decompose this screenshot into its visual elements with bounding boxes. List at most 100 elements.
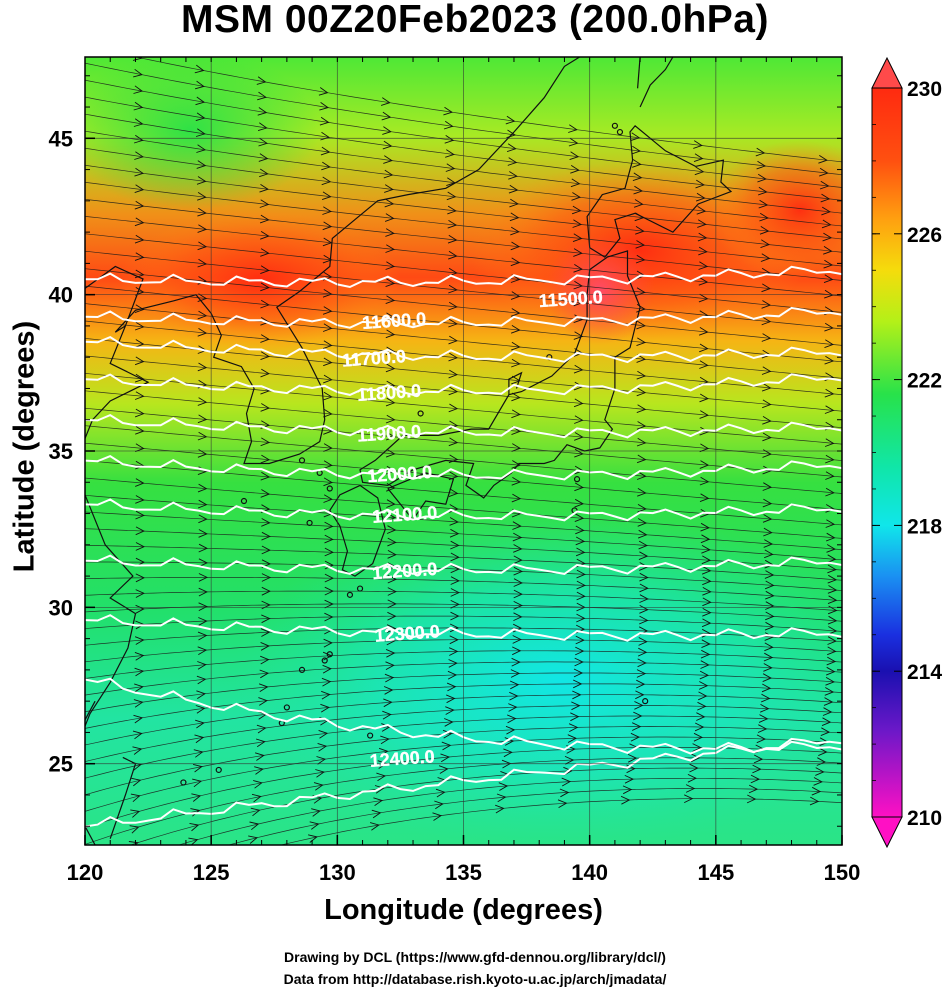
wind-arrow <box>134 304 145 314</box>
wind-arrow <box>570 178 581 188</box>
wind-arrow <box>506 143 517 153</box>
wind-arrow <box>448 437 459 447</box>
wind-arrow <box>322 206 332 215</box>
contour-label: 12100.0 <box>372 502 438 526</box>
wind-arrow <box>511 392 521 402</box>
wind-arrow <box>72 143 81 151</box>
wind-arrow <box>72 456 81 464</box>
wind-arrow <box>323 357 333 367</box>
wind-arrow <box>636 471 647 480</box>
wind-arrow <box>133 714 144 724</box>
wind-arrow <box>381 111 392 121</box>
wind-streamline <box>85 683 842 729</box>
wind-arrow <box>826 554 837 564</box>
wind-arrow <box>132 730 143 740</box>
wind-arrow <box>259 199 270 208</box>
contour-label: 11700.0 <box>341 346 406 370</box>
wind-arrow <box>317 742 328 752</box>
wind-streamline <box>85 181 842 267</box>
wind-arrow <box>825 487 835 497</box>
wind-arrow <box>509 680 520 690</box>
wind-arrow <box>131 777 142 787</box>
wind-arrow <box>72 91 81 99</box>
wind-arrow <box>382 140 393 150</box>
wind-arrow <box>195 96 206 106</box>
wind-arrow <box>73 490 81 498</box>
wind-arrow <box>574 657 584 667</box>
x-axis-label: Longitude (degrees) <box>324 894 603 926</box>
wind-arrow <box>825 471 835 480</box>
wind-arrow <box>256 76 267 85</box>
wind-arrow <box>449 635 459 645</box>
wind-arrow <box>260 368 270 378</box>
wind-arrow <box>447 220 458 229</box>
wind-arrow <box>823 274 834 284</box>
wind-arrow <box>753 754 764 764</box>
wind-arrow <box>702 597 712 607</box>
contour-label: 12400.0 <box>369 746 435 770</box>
wind-arrow <box>260 299 270 309</box>
wind-arrow <box>819 167 829 177</box>
wind-arrow <box>324 573 335 583</box>
wind-arrow <box>385 431 396 441</box>
wind-arrow <box>693 153 704 163</box>
wind-arrow <box>756 734 767 744</box>
wind-arrow <box>699 393 709 403</box>
wind-arrow <box>568 723 579 732</box>
wind-arrow <box>637 488 647 497</box>
wind-arrow <box>192 778 203 788</box>
wind-arrow <box>72 211 81 219</box>
colorbar-tick-label: 222 <box>907 370 942 393</box>
wind-arrow <box>636 437 647 447</box>
wind-arrow <box>496 793 507 803</box>
wind-arrow <box>385 244 396 253</box>
wind-arrow <box>505 725 516 735</box>
cold-region-south <box>230 510 842 845</box>
wind-arrow <box>193 749 204 758</box>
wind-arrow <box>382 710 392 720</box>
wind-arrow <box>823 246 833 255</box>
wind-arrow <box>762 673 773 683</box>
wind-arrow <box>821 206 831 216</box>
wind-arrow <box>511 460 522 469</box>
wind-arrow <box>763 652 774 662</box>
wind-arrow <box>188 837 199 845</box>
wind-arrow <box>134 321 145 331</box>
x-tick-label: 125 <box>193 860 230 885</box>
wind-arrow <box>72 125 81 133</box>
wind-arrow <box>755 147 766 157</box>
wind-arrow <box>72 351 80 359</box>
wind-arrow <box>639 572 649 582</box>
wind-arrow <box>197 483 208 493</box>
wind-arrow <box>134 651 145 661</box>
wind-arrow <box>322 340 333 350</box>
wind-streamline <box>85 268 842 346</box>
wind-arrow <box>198 587 208 597</box>
wind-arrow <box>197 258 208 268</box>
coastline <box>85 700 96 722</box>
wind-arrow <box>818 747 828 757</box>
wind-arrow <box>71 744 80 752</box>
wind-arrow <box>447 234 458 244</box>
wind-arrow <box>687 773 698 783</box>
wind-arrow <box>448 659 458 668</box>
wind-arrow <box>511 493 522 503</box>
wind-arrow <box>568 137 579 147</box>
wind-arrow <box>445 149 455 158</box>
wind-arrow <box>387 587 397 596</box>
wind-arrow <box>511 375 521 385</box>
wind-arrow <box>72 438 81 446</box>
wind-arrow <box>815 767 825 776</box>
chart-title: MSM 00Z20Feb2023 (200.0hPa) <box>181 0 769 41</box>
wind-arrow <box>387 599 397 609</box>
wind-arrow <box>695 179 705 189</box>
wind-arrow <box>320 131 331 141</box>
wind-arrow <box>385 648 396 658</box>
wind-arrow <box>315 769 325 778</box>
wind-arrow <box>575 525 585 535</box>
wind-arrow <box>763 539 774 548</box>
wind-arrow <box>690 753 701 763</box>
wind-arrow <box>261 518 271 527</box>
wind-arrow <box>576 580 586 590</box>
wind-arrow <box>384 213 395 222</box>
